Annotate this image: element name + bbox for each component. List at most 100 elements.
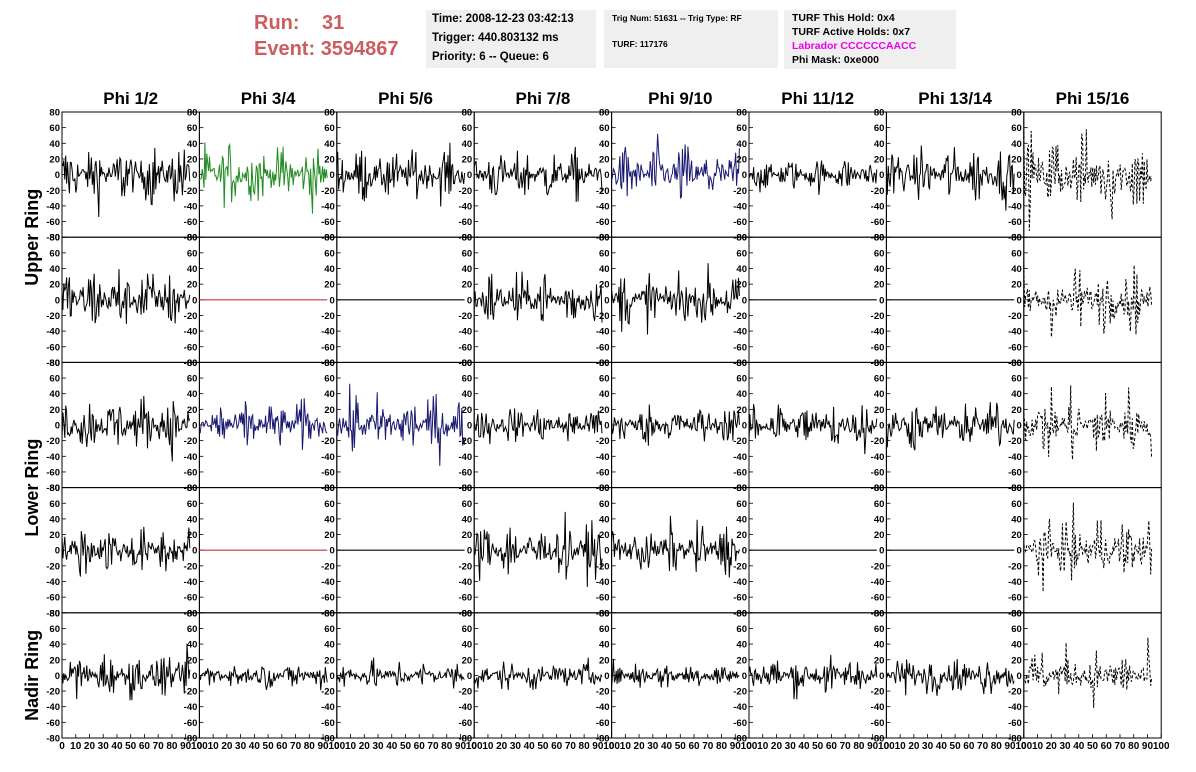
x-tick-label: 10 — [757, 741, 769, 752]
x-tick-label: 10 — [70, 741, 82, 752]
x-tick-label: 30 — [647, 741, 659, 752]
y-tick-label: -20 — [596, 687, 610, 698]
y-tick-label: 0 — [192, 295, 197, 306]
waveform-trace — [473, 408, 603, 445]
y-tick-label: 0 — [192, 546, 197, 557]
y-tick-label: -80 — [184, 734, 198, 745]
y-tick-label: -40 — [458, 702, 472, 713]
waveform-trace — [473, 146, 603, 203]
y-tick-label: -20 — [1008, 687, 1022, 698]
y-tick-label: -80 — [321, 233, 335, 244]
y-tick-label: -80 — [733, 233, 747, 244]
y-tick-label: 60 — [49, 499, 60, 510]
column-title: Phi 1/2 — [103, 89, 158, 108]
y-tick-label: -40 — [321, 702, 335, 713]
x-tick-label: 70 — [702, 741, 714, 752]
ring-label: Upper Ring — [22, 189, 42, 286]
y-tick-label: 80 — [187, 483, 198, 494]
y-tick-label: -80 — [1008, 358, 1022, 369]
y-tick-label: 60 — [736, 248, 747, 259]
y-tick-label: -60 — [321, 593, 335, 604]
y-tick-label: -20 — [458, 561, 472, 572]
y-tick-label: 80 — [599, 358, 610, 369]
y-tick-label: 80 — [1011, 358, 1022, 369]
x-tick-label: 80 — [1128, 741, 1140, 752]
y-tick-label: -60 — [733, 593, 747, 604]
y-tick-label: 40 — [1011, 139, 1022, 150]
y-tick-label: 40 — [187, 139, 198, 150]
y-tick-label: 40 — [462, 389, 473, 400]
y-tick-label: 80 — [324, 608, 335, 619]
y-tick-label: 0 — [879, 170, 884, 181]
x-tick-label: 20 — [84, 741, 96, 752]
run-event-header: Run: 31 Event: 3594867 — [254, 10, 399, 62]
y-tick-label: -60 — [46, 593, 60, 604]
y-tick-label: -20 — [184, 311, 198, 322]
y-tick-label: 0 — [330, 421, 335, 432]
y-tick-label: -20 — [184, 687, 198, 698]
y-tick-label: 0 — [55, 546, 60, 557]
y-tick-label: -80 — [871, 608, 885, 619]
x-tick-label: 90 — [867, 741, 879, 752]
y-tick-label: -80 — [871, 734, 885, 745]
y-tick-label: -60 — [596, 467, 610, 478]
y-tick-label: 40 — [874, 514, 885, 525]
panel-frame — [473, 236, 613, 363]
x-tick-label: 100 — [328, 741, 345, 752]
turf-text: TURF: 117176 — [612, 39, 668, 49]
y-tick-label: -60 — [321, 342, 335, 353]
y-tick-label: -20 — [321, 436, 335, 447]
y-tick-label: 20 — [1011, 655, 1022, 666]
y-tick-label: 80 — [187, 608, 198, 619]
y-tick-label: -40 — [733, 327, 747, 338]
x-tick-label: 40 — [111, 741, 123, 752]
y-tick-label: -20 — [1008, 436, 1022, 447]
column-title: Phi 13/14 — [918, 89, 992, 108]
y-tick-label: -40 — [1008, 452, 1022, 463]
y-tick-label: 80 — [462, 483, 473, 494]
y-tick-label: 20 — [324, 405, 335, 416]
y-tick-label: 80 — [462, 108, 473, 119]
y-tick-label: -20 — [871, 311, 885, 322]
y-tick-label: 20 — [874, 405, 885, 416]
waveform-trace — [61, 269, 191, 324]
waveform-trace — [473, 511, 603, 588]
x-tick-label: 10 — [208, 741, 220, 752]
turf-active-text: TURF Active Holds: 0x7 — [792, 26, 911, 38]
y-tick-label: 20 — [187, 405, 198, 416]
y-tick-label: 40 — [874, 139, 885, 150]
y-tick-label: -40 — [733, 452, 747, 463]
y-tick-label: -80 — [321, 608, 335, 619]
y-tick-label: 80 — [1011, 483, 1022, 494]
y-tick-label: 80 — [736, 608, 747, 619]
y-tick-label: -40 — [1008, 327, 1022, 338]
y-tick-label: 20 — [736, 154, 747, 165]
x-tick-label: 20 — [359, 741, 371, 752]
y-tick-label: -40 — [46, 201, 60, 212]
y-tick-label: 60 — [874, 248, 885, 259]
y-tick-label: -40 — [596, 201, 610, 212]
y-tick-label: 60 — [599, 499, 610, 510]
y-tick-label: 20 — [874, 280, 885, 291]
y-tick-label: 20 — [462, 530, 473, 541]
y-tick-label: 20 — [599, 405, 610, 416]
y-tick-label: -20 — [871, 186, 885, 197]
x-tick-label: 40 — [661, 741, 673, 752]
y-tick-label: 20 — [874, 530, 885, 541]
y-tick-label: 20 — [324, 655, 335, 666]
x-tick-label: 40 — [1073, 741, 1085, 752]
waveform-trace — [336, 383, 466, 466]
y-tick-label: 0 — [467, 671, 472, 682]
y-tick-label: 20 — [49, 655, 60, 666]
y-tick-label: -20 — [1008, 561, 1022, 572]
trigger-info-box: Trig Num: 51631 -- Trig Type: RF TURF: 1… — [604, 10, 778, 68]
y-tick-label: -60 — [46, 342, 60, 353]
y-tick-label: -80 — [1008, 734, 1022, 745]
y-tick-label: -80 — [458, 734, 472, 745]
y-tick-label: 80 — [324, 233, 335, 244]
x-tick-label: 30 — [98, 741, 110, 752]
y-tick-label: 0 — [742, 421, 747, 432]
y-tick-label: 60 — [462, 374, 473, 385]
panel-frame — [61, 612, 200, 739]
y-tick-label: 20 — [187, 280, 198, 291]
